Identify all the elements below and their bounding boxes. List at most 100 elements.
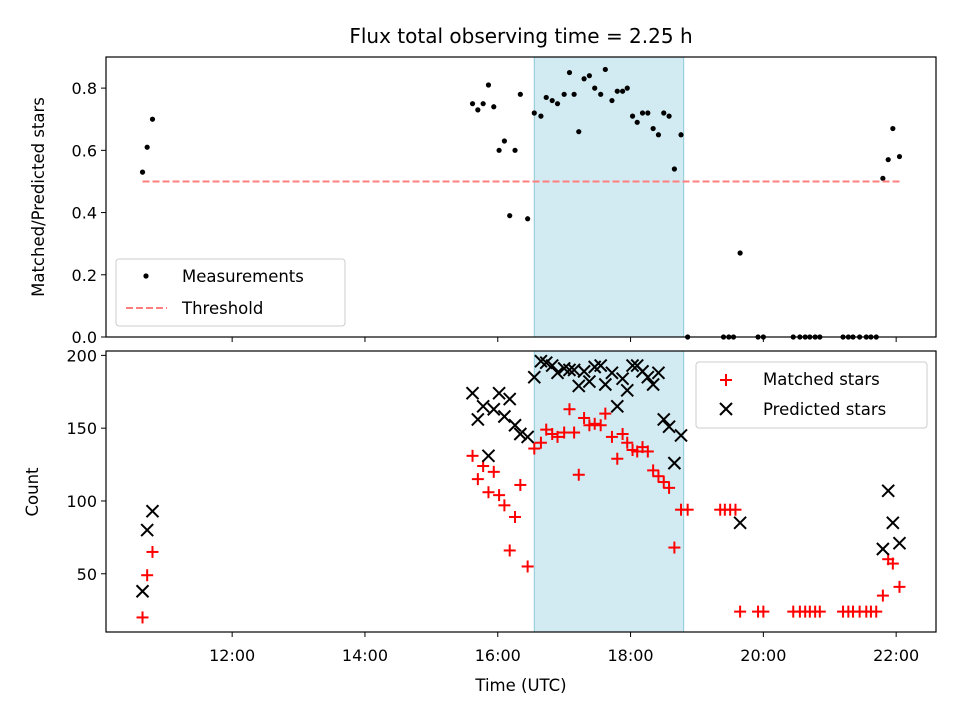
measurement-point (480, 101, 486, 107)
bottom-y-tick-label: 200 (66, 346, 97, 365)
predicted-stars-point (674, 428, 688, 443)
predicted-stars-point (662, 420, 676, 434)
measurement-point (885, 157, 891, 163)
predicted-stars-point (520, 430, 535, 444)
matched-stars-point (599, 407, 612, 420)
predicted-stars-point (503, 392, 517, 406)
matched-stars-point (551, 430, 564, 443)
bottom-legend: Matched stars Predicted stars (695, 361, 928, 429)
bottom-x-tick-label: 12:00 (209, 646, 255, 665)
measurement-point (149, 116, 156, 122)
measurement-point (671, 166, 677, 172)
top-y-tick-label: 0.8 (72, 79, 97, 98)
predicted-stars-point (465, 386, 480, 400)
bottom-panel: 50 100 150 200 12:00 14:00 16:00 18:00 20:00 22:… (23, 346, 937, 695)
measurement-point (645, 110, 651, 116)
measurement-point (576, 129, 582, 135)
predicted-stars-point (657, 412, 671, 427)
measurement-point (737, 250, 743, 256)
matched-stars-point (487, 465, 500, 478)
predicted-stars-point (487, 402, 501, 416)
measurement-point (517, 91, 523, 97)
matched-stars-point (141, 569, 154, 582)
predicted-stars-point (145, 504, 160, 518)
top-highlight-span (533, 56, 685, 338)
matched-stars-point (893, 580, 906, 593)
chart-title: Flux total observing time = 2.25 h (349, 24, 692, 48)
matched-stars-point (514, 478, 527, 491)
measurement-point (501, 138, 507, 144)
measurement-point (890, 125, 896, 132)
top-x-ticks (231, 337, 897, 342)
predicted-stars-point (582, 374, 597, 389)
predicted-stars-point (562, 363, 577, 377)
measurement-point (639, 110, 646, 116)
predicted-stars-point (598, 377, 613, 392)
measurement-point (538, 113, 544, 119)
bottom-plot-marks (135, 354, 907, 624)
matched-stars-point (611, 452, 624, 465)
measurement-point (678, 132, 684, 138)
measurement-point (614, 88, 620, 94)
predicted-stars-point (550, 366, 565, 380)
measurement-point (139, 169, 146, 175)
legend-threshold-label: Threshold (181, 299, 263, 318)
matched-stars-point (641, 445, 654, 458)
matched-stars-point (521, 560, 534, 573)
matched-stars-point (652, 470, 665, 483)
legend-predicted-marker (719, 402, 733, 416)
predicted-stars-point (620, 383, 634, 398)
legend-matched-label: Matched stars (763, 370, 880, 389)
predicted-stars-point (733, 516, 747, 530)
predicted-stars-point (476, 399, 490, 414)
measurement-point (598, 91, 604, 97)
measurement-point (491, 104, 497, 110)
measurement-point (561, 91, 567, 97)
measurement-point (586, 73, 592, 79)
predicted-stars-point (646, 377, 660, 392)
matched-stars-point (466, 449, 479, 462)
predicted-stars-point (892, 536, 907, 550)
predicted-stars-point (667, 456, 682, 470)
bottom-x-ticks: 12:00 14:00 16:00 18:00 20:00 22:00 (209, 632, 919, 665)
measurement-point (507, 213, 513, 219)
matched-stars-point (578, 411, 591, 424)
legend-measurements-marker (143, 273, 149, 279)
bottom-axes-frame (105, 350, 937, 633)
predicted-stars-point (492, 386, 506, 400)
predicted-stars-point (641, 370, 655, 384)
top-y-tick-label: 0.0 (72, 328, 97, 347)
top-y-tick-label: 0.6 (72, 141, 97, 160)
measurement-point (485, 82, 492, 88)
matched-stars-point (534, 436, 547, 449)
measurement-point (554, 101, 561, 107)
legend-measurements-label: Measurements (182, 267, 304, 286)
bottom-y-tick-label: 100 (66, 492, 97, 511)
matched-stars-point (681, 503, 694, 516)
predicted-stars-point (625, 358, 640, 373)
bottom-y-ticks: 50 100 150 200 (66, 346, 106, 584)
matched-stars-point (729, 503, 742, 516)
x-axis-label: Time (UTC) (474, 676, 566, 695)
predicted-stars-point (545, 358, 559, 373)
measurement-point (581, 76, 587, 82)
predicted-stars-point (593, 358, 608, 373)
predicted-stars-point (513, 427, 528, 441)
matched-stars-point (734, 605, 747, 618)
measurement-point (655, 132, 662, 138)
matched-stars-point (482, 486, 495, 499)
matched-stars-point (876, 589, 889, 602)
measurement-point (880, 175, 886, 181)
predicted-stars-point (527, 370, 541, 384)
predicted-stars-point (508, 418, 522, 432)
bottom-x-tick-label: 16:00 (475, 646, 521, 665)
matched-stars-point (572, 468, 585, 481)
bottom-legend-box (695, 361, 928, 429)
bottom-y-tick-label: 150 (66, 419, 97, 438)
matched-stars-point (616, 427, 629, 440)
bottom-x-tick-label: 22:00 (873, 646, 919, 665)
bottom-y-tick-label: 50 (77, 565, 97, 584)
matched-stars-point (594, 419, 607, 432)
measurement-point (475, 107, 481, 113)
